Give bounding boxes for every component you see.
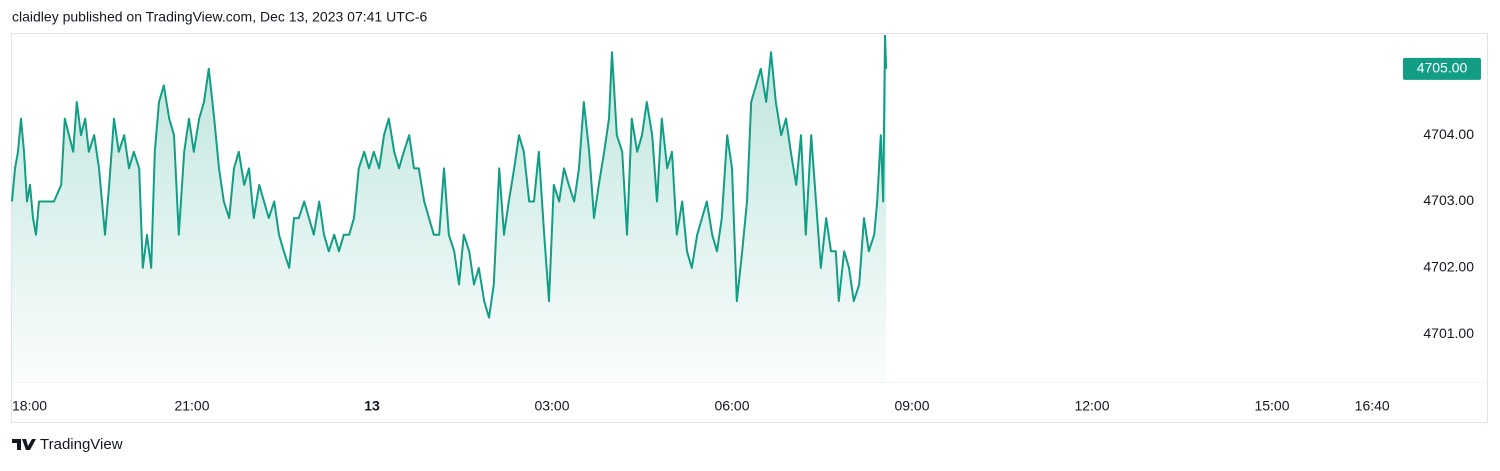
x-tick-label: 09:00 <box>894 398 929 414</box>
x-tick-label: 16:40 <box>1355 398 1390 414</box>
last-price-label: 4705.00 <box>1417 60 1468 76</box>
x-tick-label: 03:00 <box>534 398 569 414</box>
x-tick-label: 15:00 <box>1254 398 1289 414</box>
price-line <box>11 34 888 319</box>
x-tick-label: 06:00 <box>714 398 749 414</box>
area <box>12 35 887 382</box>
y-tick-label: 4704.00 <box>1423 126 1474 142</box>
x-tick-label: 18:00 <box>12 398 47 414</box>
header: claidley published on TradingView.com, D… <box>12 9 428 25</box>
y-tick-label: 4703.00 <box>1423 192 1474 208</box>
x-tick-label: 13 <box>364 398 380 414</box>
brand: TradingView <box>40 436 123 453</box>
x-tick-label: 12:00 <box>1074 398 1109 414</box>
last-price-tag <box>1403 57 1481 80</box>
y-tick-label: 4702.00 <box>1423 259 1474 275</box>
chart-frame <box>11 33 1488 423</box>
x-tick-label: 21:00 <box>174 398 209 414</box>
logo <box>12 439 36 450</box>
y-tick-label: 4701.00 <box>1423 325 1474 341</box>
